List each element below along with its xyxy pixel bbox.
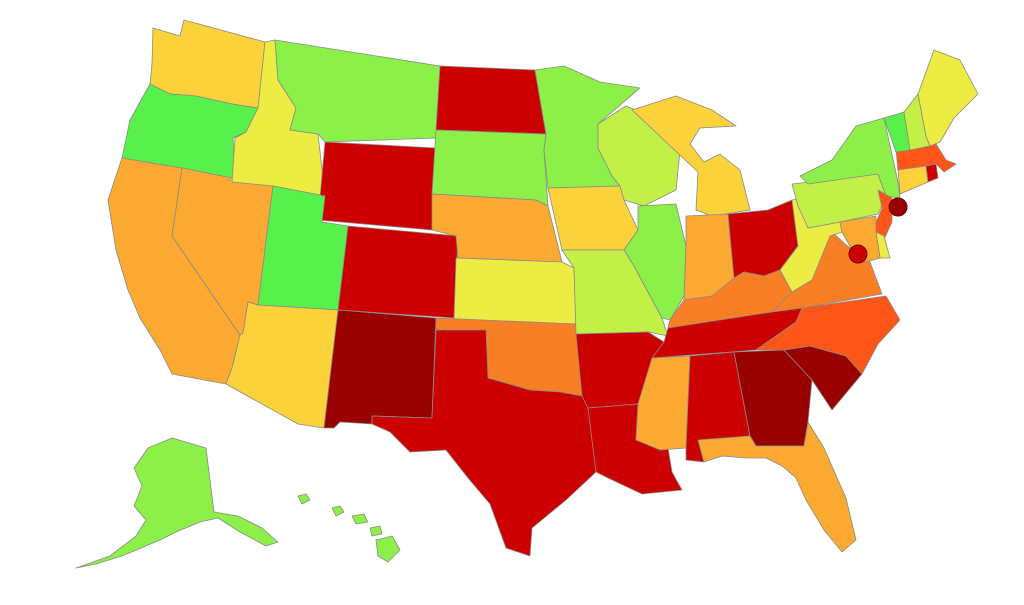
state-michigan[interactable] — [631, 95, 751, 217]
states-layer — [75, 19, 979, 569]
state-texas[interactable] — [371, 329, 597, 557]
state-maine[interactable] — [917, 49, 979, 147]
state-rhode-island[interactable] — [925, 163, 939, 183]
marker-dc[interactable] — [848, 244, 868, 264]
state-massachusetts[interactable] — [895, 143, 957, 173]
state-kansas[interactable] — [453, 257, 577, 325]
state-hawaii[interactable] — [297, 493, 401, 563]
marker-nyc[interactable] — [888, 197, 908, 217]
state-montana[interactable] — [274, 39, 441, 143]
state-north-dakota[interactable] — [435, 65, 547, 135]
state-florida[interactable] — [697, 421, 857, 553]
state-north-carolina[interactable] — [755, 295, 901, 375]
state-south-dakota[interactable] — [431, 129, 549, 207]
state-illinois[interactable] — [623, 203, 687, 321]
state-colorado[interactable] — [337, 225, 459, 319]
markers-layer — [848, 197, 908, 264]
state-maryland[interactable] — [839, 215, 881, 263]
state-new-york[interactable] — [799, 117, 901, 199]
state-new-mexico[interactable] — [323, 309, 437, 429]
state-alaska[interactable] — [75, 437, 279, 569]
state-wyoming[interactable] — [317, 141, 437, 231]
